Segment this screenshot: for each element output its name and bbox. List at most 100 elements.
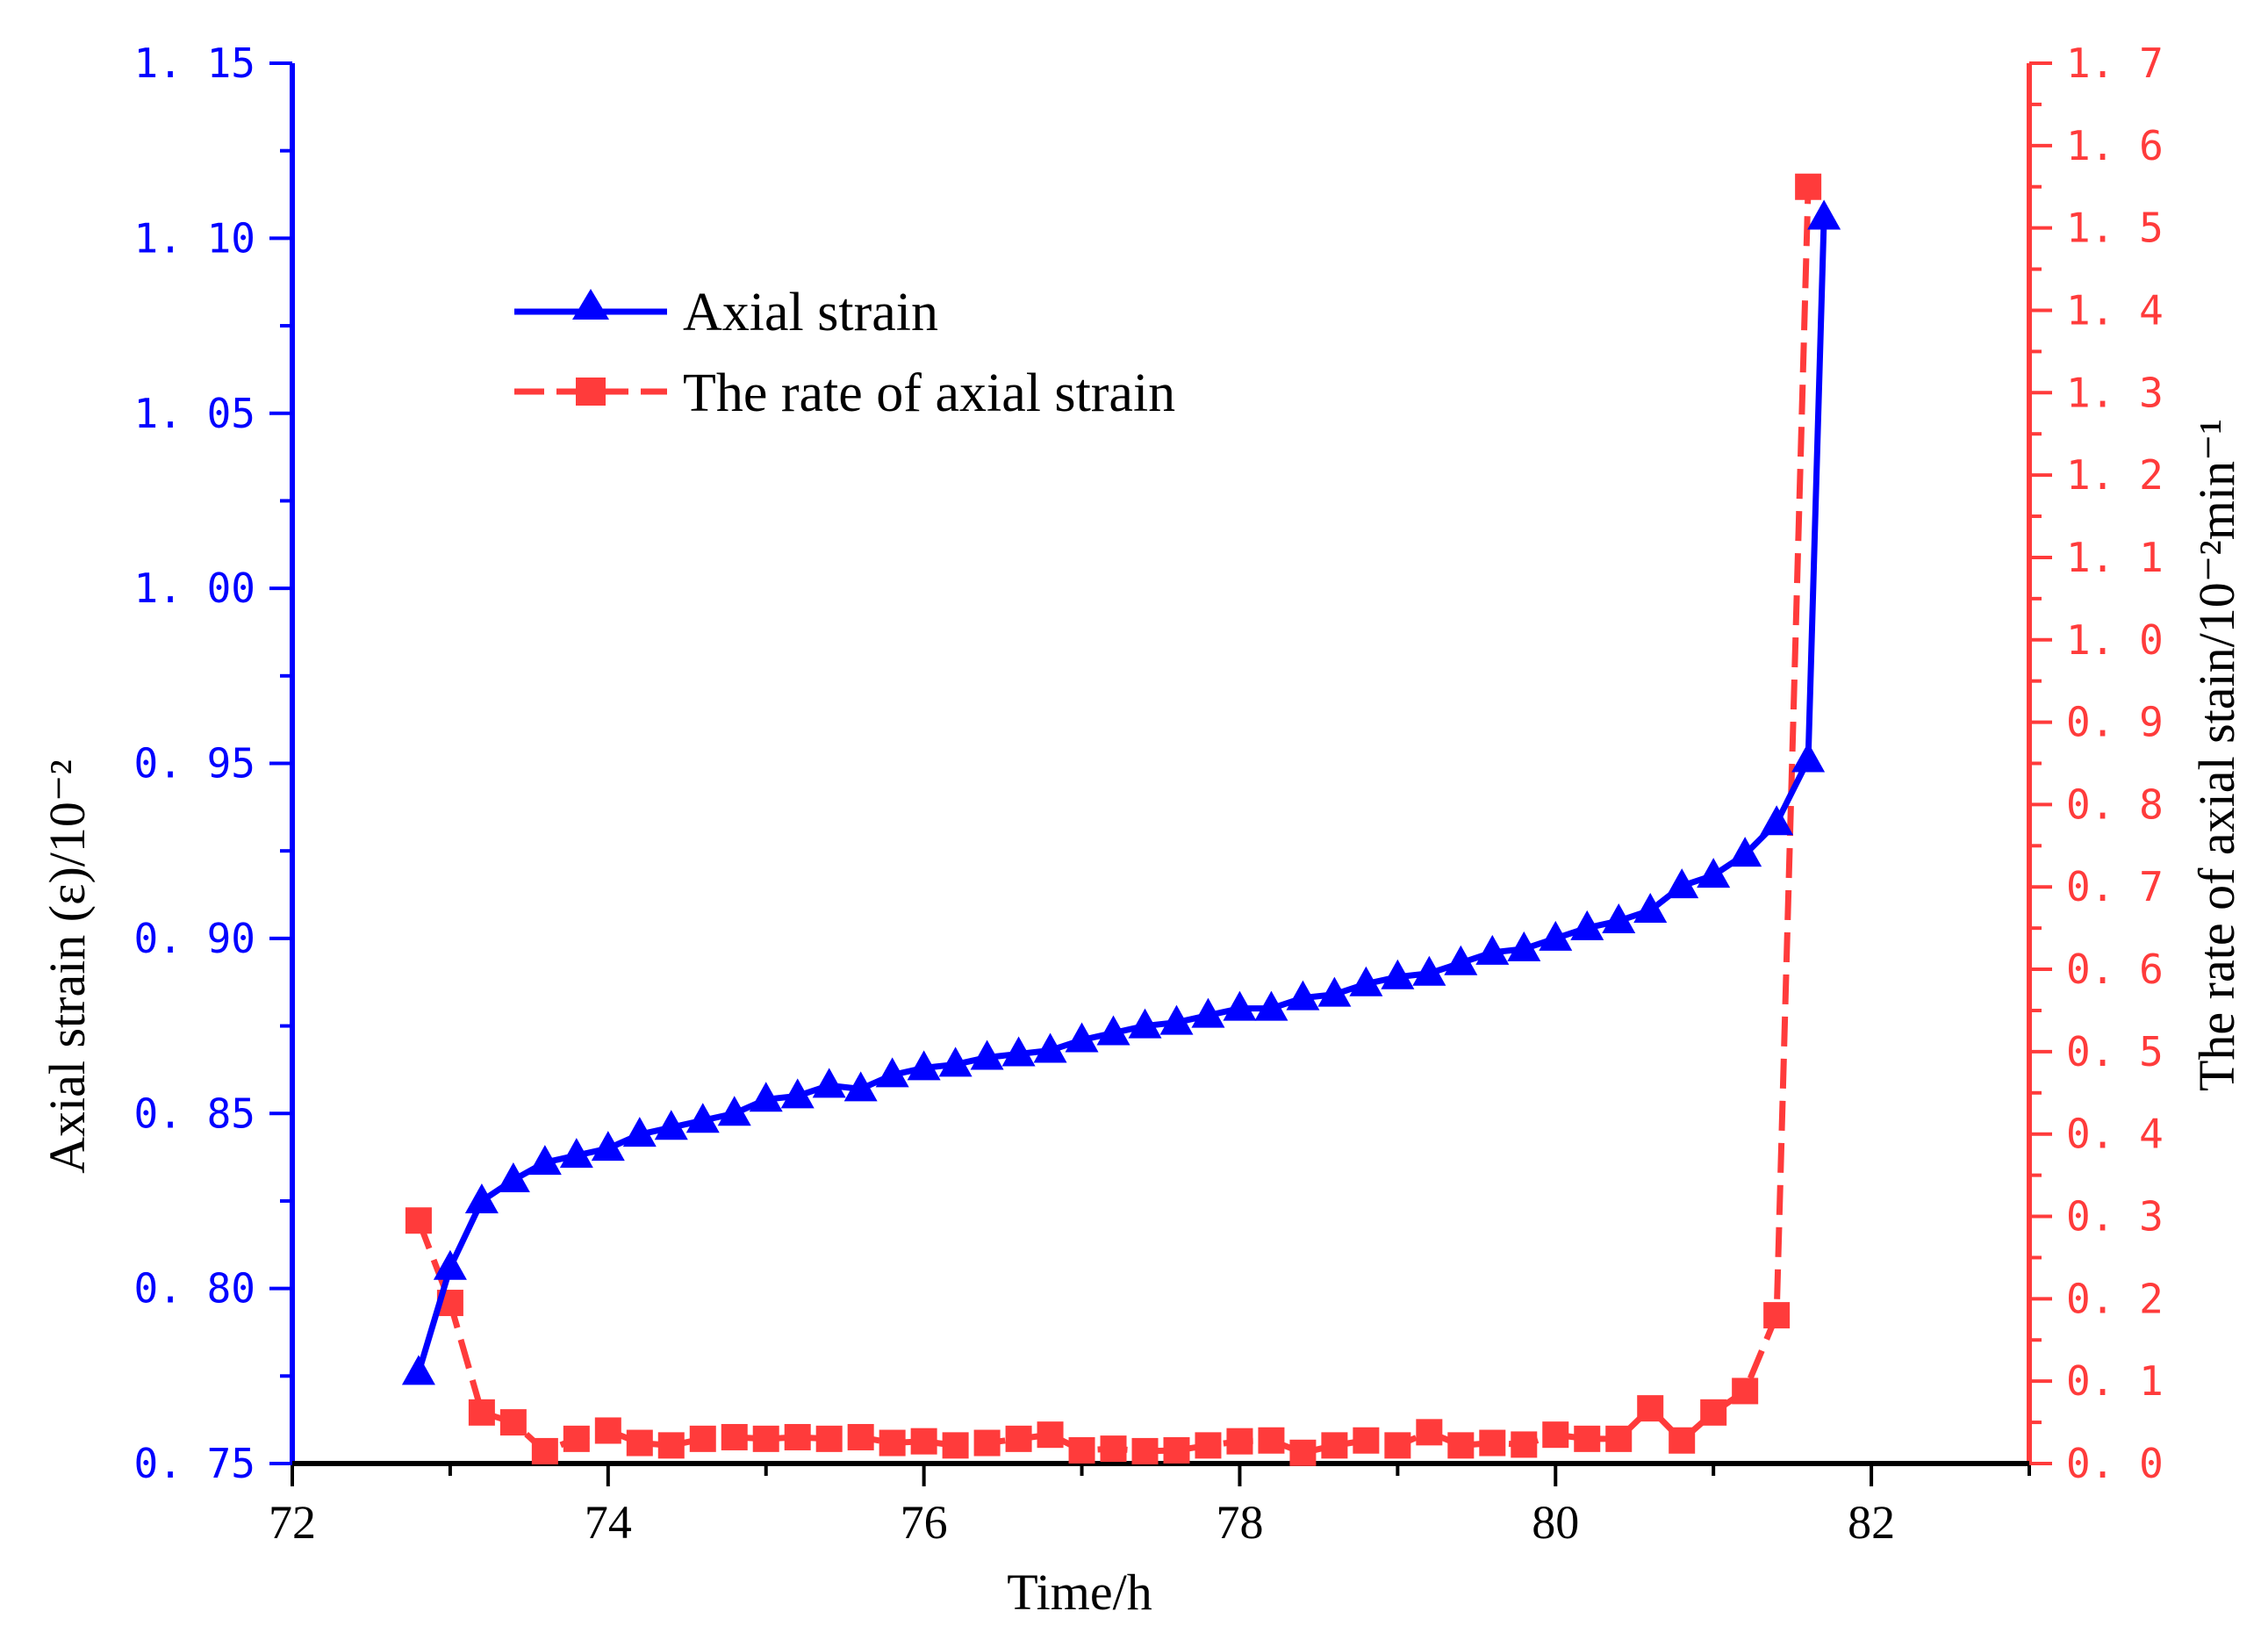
strain-point xyxy=(622,1117,657,1147)
rate-point xyxy=(752,1425,779,1452)
legend-label-axial-strain: Axial strain xyxy=(683,283,938,342)
x-tick-label: 78 xyxy=(1216,1496,1263,1549)
right-tick-label: 0. 8 xyxy=(2066,780,2164,828)
rate-point xyxy=(1605,1425,1633,1452)
rate-point xyxy=(1384,1432,1411,1459)
strain-point xyxy=(780,1078,815,1109)
rate-point xyxy=(1542,1421,1569,1449)
right-tick-label: 1. 5 xyxy=(2066,205,2164,252)
rate-point xyxy=(847,1423,874,1450)
strain-point xyxy=(1317,976,1352,1007)
rate-point xyxy=(1637,1395,1664,1422)
right-tick-label: 1. 7 xyxy=(2066,40,2164,87)
left-tick-label: 0. 75 xyxy=(134,1440,255,1487)
strain-point xyxy=(812,1068,846,1098)
right-tick-label: 0. 6 xyxy=(2066,946,2164,993)
rate-point xyxy=(879,1429,906,1457)
rate-point xyxy=(1669,1427,1696,1454)
strain-point xyxy=(1381,959,1415,989)
strain-point xyxy=(1033,1032,1067,1063)
series-group xyxy=(401,173,1841,1466)
strain-point xyxy=(1665,868,1699,899)
strain-point xyxy=(559,1138,593,1169)
strain-point xyxy=(1475,934,1510,965)
strain-point xyxy=(1159,1004,1194,1035)
strain-point xyxy=(1096,1015,1130,1046)
strain-point xyxy=(938,1047,973,1077)
strain-point xyxy=(496,1162,530,1193)
rate-point xyxy=(1289,1439,1317,1466)
rate-point xyxy=(1195,1432,1222,1459)
rate-point xyxy=(1700,1399,1727,1426)
strain-point xyxy=(401,1355,435,1385)
strain-point xyxy=(1065,1022,1099,1053)
rate-point xyxy=(815,1425,843,1452)
rate-point xyxy=(1068,1436,1095,1464)
x-tick-label: 72 xyxy=(269,1496,316,1549)
strain-point xyxy=(1001,1036,1036,1067)
right-tick-label: 0. 9 xyxy=(2066,699,2164,746)
rate-point xyxy=(405,1207,432,1234)
axes-group: 72 74 76 78 80 82 0. 75 0. 80 0. 85 0. 90 0. 95 1. … xyxy=(134,40,2164,1549)
rate-point xyxy=(1353,1427,1380,1454)
right-tick-label: 0. 4 xyxy=(2066,1111,2164,1158)
strain-point xyxy=(1254,990,1288,1021)
strain-point xyxy=(1760,805,1794,836)
strain-point xyxy=(1602,903,1636,933)
x-axis-title: Time/h xyxy=(1007,1564,1152,1621)
rate-point xyxy=(1258,1427,1285,1454)
right-tick-label: 0. 5 xyxy=(2066,1028,2164,1075)
strain-point xyxy=(1697,858,1731,888)
strain-point xyxy=(1223,990,1257,1021)
rate-point xyxy=(563,1425,590,1452)
rate-point xyxy=(1037,1421,1064,1449)
strain-point xyxy=(1128,1008,1162,1039)
strain-point xyxy=(1286,980,1320,1011)
strain-point xyxy=(843,1071,878,1102)
strain-point xyxy=(1633,892,1668,923)
rate-point xyxy=(1131,1437,1159,1464)
rate-point xyxy=(973,1429,1001,1457)
strain-point xyxy=(1728,837,1762,867)
left-tick-label: 0. 85 xyxy=(134,1090,255,1137)
rate-point xyxy=(1005,1425,1032,1452)
strain-point xyxy=(1412,955,1446,986)
left-tick-label: 1. 15 xyxy=(134,40,255,87)
right-tick-label: 0. 7 xyxy=(2066,863,2164,910)
rate-point xyxy=(910,1428,937,1455)
strain-point xyxy=(1539,920,1573,951)
rate-point xyxy=(1795,173,1822,200)
x-tick-label: 82 xyxy=(1848,1496,1895,1549)
left-tick-label: 0. 95 xyxy=(134,740,255,788)
strain-point xyxy=(685,1103,720,1133)
strain-point xyxy=(749,1082,783,1112)
left-tick-label: 1. 00 xyxy=(134,565,255,612)
strain-point xyxy=(464,1183,499,1213)
strain-point xyxy=(1570,910,1604,940)
right-tick-label: 1. 6 xyxy=(2066,122,2164,169)
rate-point xyxy=(1321,1432,1348,1459)
right-tick-label: 0. 2 xyxy=(2066,1275,2164,1322)
right-tick-label: 1. 3 xyxy=(2066,369,2164,416)
right-tick-label: 0. 0 xyxy=(2066,1440,2164,1487)
right-tick-label: 1. 4 xyxy=(2066,286,2164,334)
x-tick-label: 74 xyxy=(585,1496,632,1549)
rate-point xyxy=(784,1423,811,1450)
strain-point xyxy=(717,1096,751,1126)
rate-point xyxy=(1574,1425,1601,1452)
right-tick-label: 1. 2 xyxy=(2066,451,2164,499)
right-tick-label: 1. 0 xyxy=(2066,616,2164,664)
rate-point xyxy=(942,1432,969,1459)
rate-point xyxy=(721,1423,748,1450)
rate-point xyxy=(1732,1377,1759,1405)
strain-series-line xyxy=(415,217,1827,1374)
legend-marker-square xyxy=(576,378,606,406)
right-y-axis-title: The rate of axial stain/10⁻²min⁻¹ xyxy=(2188,419,2245,1091)
rate-point xyxy=(1226,1428,1253,1455)
strain-point xyxy=(1507,931,1541,961)
left-tick-label: 0. 90 xyxy=(134,915,255,962)
strain-point xyxy=(907,1050,941,1081)
left-y-axis-title: Axial strain (ε)/10⁻² xyxy=(39,759,96,1174)
